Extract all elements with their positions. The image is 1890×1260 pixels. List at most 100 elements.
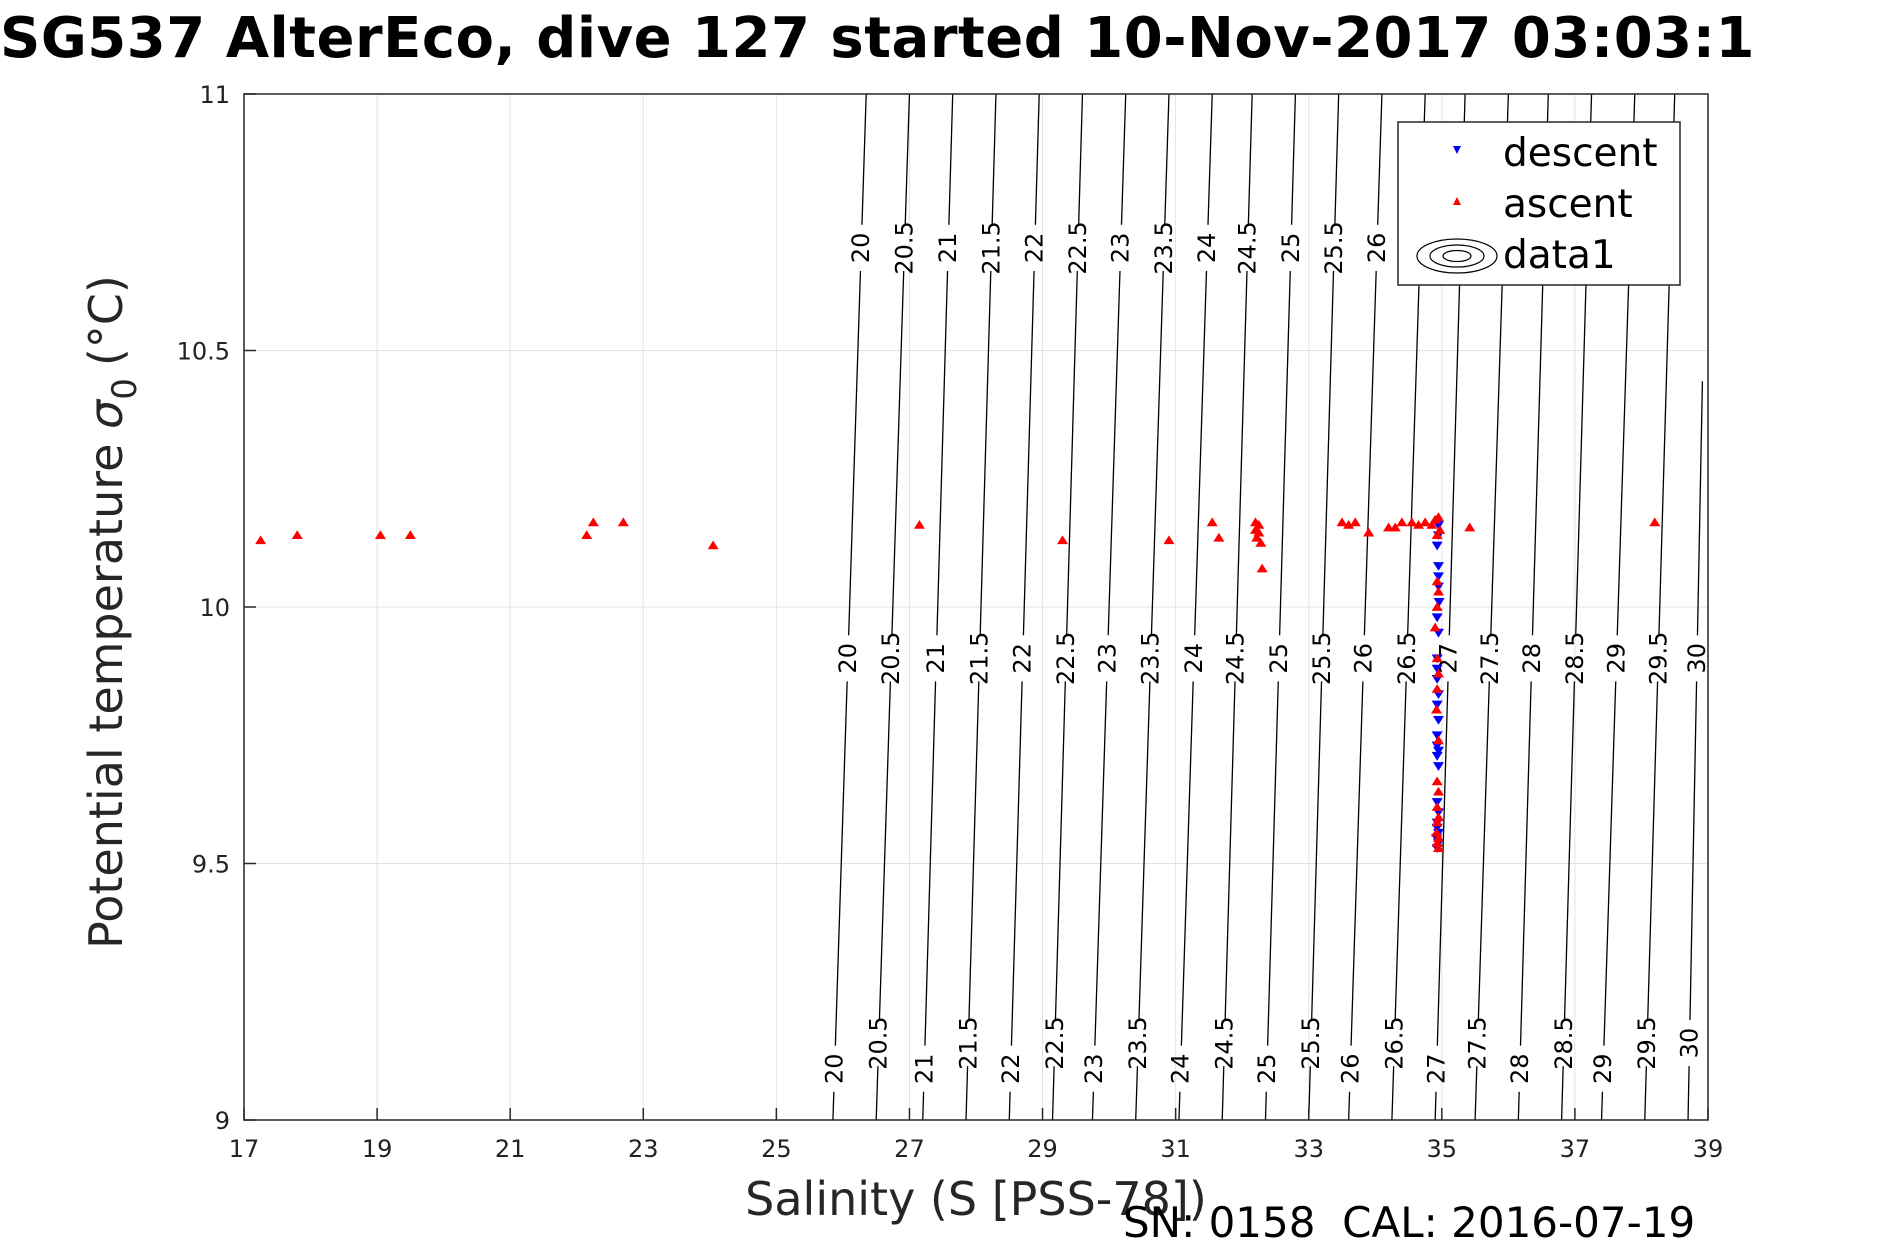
- density-contour-line: [1266, 681, 1279, 1046]
- density-contour-line: [1348, 1091, 1351, 1121]
- ascent-point: [1464, 522, 1476, 532]
- y-tick-label: 9.5: [192, 851, 230, 879]
- density-contour-line: [875, 1066, 879, 1121]
- ascent-point: [1431, 802, 1443, 811]
- density-contour-line: [1107, 270, 1121, 636]
- y-tick-label: 11: [199, 81, 230, 109]
- legend-data1-label: data1: [1503, 233, 1616, 278]
- x-tick-label: 31: [1160, 1135, 1191, 1163]
- density-contour-line: [1221, 1066, 1225, 1121]
- density-contour-line: [1603, 681, 1617, 1046]
- density-contour-label: 22.5: [1052, 632, 1080, 685]
- ascent-point: [1343, 519, 1355, 529]
- density-contour-line: [1224, 681, 1236, 1020]
- ascent-point: [1255, 537, 1267, 547]
- density-contour-label: 21: [910, 1053, 938, 1084]
- density-contour-label: 26: [1363, 233, 1391, 264]
- density-contour-label: 20: [847, 233, 875, 264]
- density-contour-line: [948, 93, 954, 225]
- density-contour-label: 21: [922, 643, 950, 674]
- ascent-point: [1256, 563, 1268, 573]
- descent-point: [1432, 762, 1444, 771]
- ascent-point: [1363, 527, 1375, 537]
- density-contour-line: [1474, 1066, 1478, 1121]
- ascent-point: [374, 530, 386, 540]
- density-contour-label: 23: [1093, 643, 1121, 674]
- density-contour-label: 21.5: [954, 1016, 982, 1069]
- density-contour-line: [1051, 1066, 1055, 1121]
- descent-point: [1433, 598, 1445, 607]
- density-contour-line: [1150, 270, 1164, 636]
- ascent-point: [1649, 517, 1661, 527]
- density-contour-line: [1278, 270, 1291, 636]
- density-contour-line: [832, 1091, 835, 1121]
- descent-point: [1432, 572, 1444, 582]
- ascent-point: [587, 517, 599, 527]
- y-tick-label: 10: [199, 594, 230, 622]
- density-contour-line: [1436, 681, 1449, 1046]
- x-tick-label: 21: [495, 1135, 526, 1163]
- ascent-point: [291, 530, 303, 540]
- density-contour-line: [904, 93, 911, 225]
- density-contour-line: [1310, 681, 1323, 1020]
- density-contour-line: [1689, 681, 1698, 1020]
- density-contour-label: 24.5: [1210, 1016, 1238, 1069]
- density-contour-line: [1120, 93, 1127, 225]
- y-axis-label-main: Potential temperature: [79, 444, 133, 949]
- descent-point: [1431, 541, 1443, 551]
- ascent-point: [707, 540, 719, 550]
- density-contour-line: [936, 270, 949, 636]
- density-contour-label: 25.5: [1320, 221, 1348, 274]
- density-contour-label: 26: [1336, 1053, 1364, 1084]
- density-contour-line: [1178, 1091, 1181, 1121]
- x-tick-label: 39: [1693, 1135, 1724, 1163]
- density-contour-line: [1135, 1066, 1139, 1121]
- density-contour-label: 24.5: [1222, 632, 1250, 685]
- density-contour-line: [1008, 1091, 1011, 1121]
- x-tick-label: 25: [761, 1135, 792, 1163]
- ascent-point: [1432, 832, 1444, 842]
- density-contour-label: 20.5: [877, 632, 905, 685]
- density-contour-label: 25.5: [1297, 1016, 1325, 1069]
- legend-descent-marker: [1453, 146, 1461, 154]
- density-contour-line: [861, 93, 867, 225]
- density-contour-label: 24: [1180, 643, 1208, 674]
- density-contour-line: [1600, 1091, 1604, 1121]
- x-tick-label: 29: [1027, 1135, 1058, 1163]
- density-contour-line: [1377, 93, 1383, 225]
- ascent-point: [255, 535, 267, 545]
- x-tick-label: 37: [1560, 1135, 1591, 1163]
- density-contour-line: [922, 1091, 925, 1121]
- density-contour-line: [1235, 270, 1248, 636]
- ascent-point: [1057, 535, 1069, 545]
- density-contour-line: [1563, 681, 1576, 1020]
- density-contour-line: [1066, 270, 1078, 636]
- density-contour-line: [1477, 681, 1490, 1020]
- density-contour-line: [1560, 1066, 1564, 1121]
- density-contour-label: 22.5: [1064, 221, 1092, 274]
- ascent-point: [1336, 517, 1348, 527]
- density-contour-line: [1091, 1091, 1095, 1121]
- density-contour-label: 23.5: [1137, 632, 1165, 685]
- axis-ticks: 17 19 21 23 25 27 29 31 33 35 37 39 9 9.5 10 10.5 11: [177, 81, 1724, 1163]
- density-contour-line: [1517, 1091, 1520, 1121]
- ascent-point: [1431, 653, 1443, 663]
- ascent-point: [1206, 517, 1218, 527]
- ascent-point: [1431, 576, 1443, 586]
- density-contour-label: 26.5: [1393, 632, 1421, 685]
- density-contour-label: 22: [997, 1053, 1025, 1084]
- y-axis-label-unit: (°C): [79, 275, 133, 366]
- density-contour-line: [891, 270, 905, 636]
- ascent-point: [1431, 776, 1443, 786]
- ascent-point: [1431, 530, 1443, 540]
- x-tick-label: 33: [1293, 1135, 1324, 1163]
- ascent-point: [1163, 535, 1175, 545]
- ascent-point: [1213, 532, 1225, 542]
- ascent-point: [1396, 517, 1408, 527]
- density-contour-label: 22: [1021, 233, 1049, 264]
- density-contour-label: 23.5: [1150, 221, 1178, 274]
- x-axis-label: Salinity (S [PSS-78]): [745, 1172, 1207, 1226]
- ascent-point: [1432, 586, 1444, 596]
- density-contour-label: 28.5: [1561, 632, 1589, 685]
- density-contour-line: [1687, 1066, 1690, 1121]
